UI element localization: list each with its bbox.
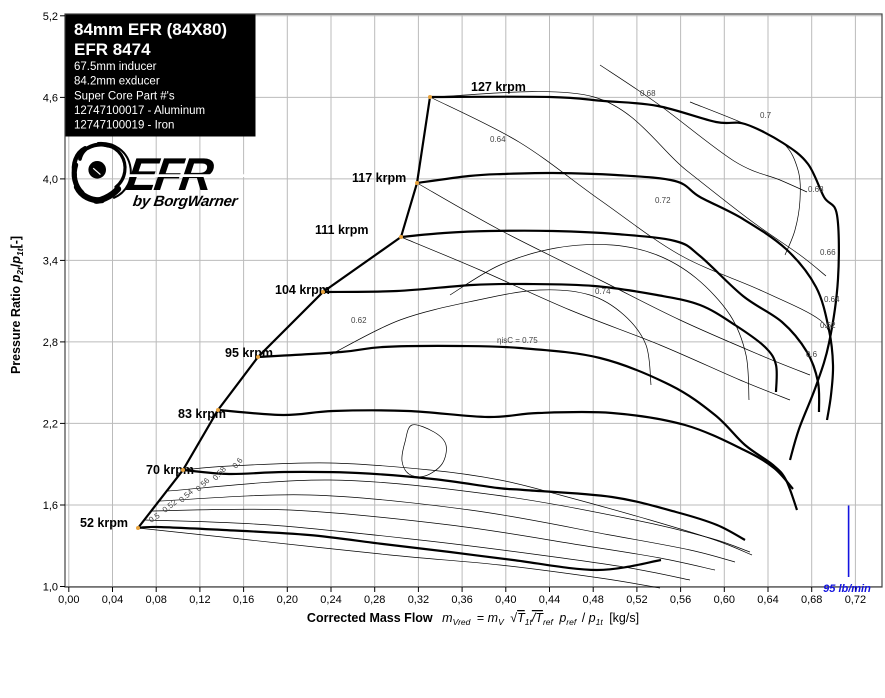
svg-text:2,8: 2,8 — [43, 337, 58, 349]
svg-text:111 krpm: 111 krpm — [315, 223, 369, 237]
svg-text:70 krpm: 70 krpm — [146, 463, 194, 477]
svg-text:84.2mm exducer: 84.2mm exducer — [74, 76, 160, 88]
svg-text:ηisC = 0.75: ηisC = 0.75 — [497, 336, 538, 345]
svg-text:3,4: 3,4 — [43, 255, 58, 267]
svg-text:0,68: 0,68 — [801, 594, 822, 606]
svg-text:12747100017 - Aluminum: 12747100017 - Aluminum — [74, 105, 205, 117]
svg-text:by BorgWarner: by BorgWarner — [132, 193, 240, 210]
svg-text:0,16: 0,16 — [233, 594, 254, 606]
svg-text:0,12: 0,12 — [189, 594, 210, 606]
svg-text:95 krpm: 95 krpm — [225, 346, 273, 360]
svg-text:0,48: 0,48 — [582, 594, 603, 606]
svg-text:0.68: 0.68 — [808, 185, 824, 194]
svg-text:Super Core Part #'s: Super Core Part #'s — [74, 91, 175, 103]
svg-text:0,56: 0,56 — [670, 594, 691, 606]
svg-text:0,08: 0,08 — [145, 594, 166, 606]
svg-text:0,72: 0,72 — [845, 594, 866, 606]
svg-text:0,44: 0,44 — [539, 594, 560, 606]
svg-text:0,20: 0,20 — [277, 594, 298, 606]
svg-text:117 krpm: 117 krpm — [352, 171, 406, 185]
svg-text:67.5mm inducer: 67.5mm inducer — [74, 61, 157, 73]
svg-text:0.72: 0.72 — [655, 196, 671, 205]
svg-text:0.66: 0.66 — [820, 248, 836, 257]
svg-text:0.7: 0.7 — [760, 111, 772, 120]
svg-text:1,0: 1,0 — [43, 582, 58, 594]
svg-text:84mm EFR (84X80): 84mm EFR (84X80) — [74, 20, 227, 39]
svg-text:12747100019 - Iron: 12747100019 - Iron — [74, 120, 174, 132]
svg-text:2,2: 2,2 — [43, 418, 58, 430]
svg-text:95 lb/min: 95 lb/min — [823, 583, 871, 595]
svg-text:0.74: 0.74 — [595, 287, 611, 296]
svg-text:0,00: 0,00 — [58, 594, 79, 606]
svg-text:0.6: 0.6 — [806, 350, 818, 359]
svg-text:0,28: 0,28 — [364, 594, 385, 606]
svg-text:0.62: 0.62 — [820, 321, 836, 330]
svg-text:0,04: 0,04 — [102, 594, 123, 606]
svg-text:0.64: 0.64 — [490, 135, 506, 144]
svg-text:Pressure Ratio p2t/p1t[: Pressure Ratio p2t/p1t[-] — [9, 236, 25, 374]
svg-text:52 krpm: 52 krpm — [80, 516, 128, 530]
svg-text:Corrected Mass Flow mVred: Corrected Mass Flow mVred = mV √T1t/Tref… — [307, 611, 639, 627]
svg-text:5,2: 5,2 — [43, 11, 58, 23]
svg-text:104 krpm: 104 krpm — [275, 283, 330, 297]
svg-text:0,60: 0,60 — [714, 594, 735, 606]
svg-text:EFR 8474: EFR 8474 — [74, 40, 151, 59]
svg-text:0,52: 0,52 — [626, 594, 647, 606]
svg-text:0.64: 0.64 — [824, 295, 840, 304]
svg-text:0,24: 0,24 — [320, 594, 341, 606]
svg-text:0,64: 0,64 — [757, 594, 778, 606]
svg-text:0,40: 0,40 — [495, 594, 516, 606]
svg-text:0.68: 0.68 — [640, 89, 656, 98]
svg-text:4,0: 4,0 — [43, 174, 58, 186]
svg-text:4,6: 4,6 — [43, 92, 58, 104]
svg-text:0.62: 0.62 — [351, 316, 367, 325]
svg-text:1,6: 1,6 — [43, 500, 58, 512]
svg-text:127 krpm: 127 krpm — [471, 80, 526, 94]
svg-text:0,32: 0,32 — [408, 594, 429, 606]
svg-text:0,36: 0,36 — [451, 594, 472, 606]
